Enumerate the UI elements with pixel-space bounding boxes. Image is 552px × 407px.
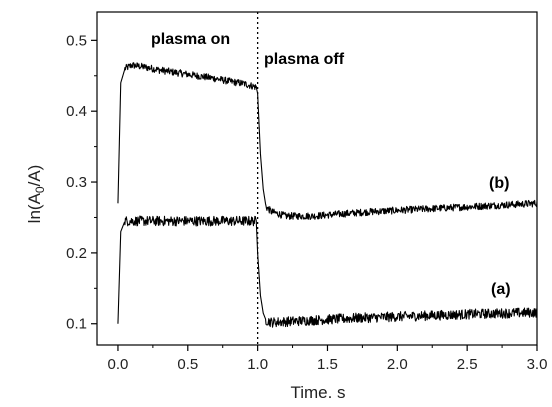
- y-tick-label: 0.5: [66, 32, 87, 49]
- x-tick-label: 3.0: [527, 356, 548, 373]
- annotation-plasma-off: plasma off: [264, 51, 345, 68]
- y-axis-title-post: /A): [25, 165, 44, 187]
- y-tick-label: 0.3: [66, 174, 87, 191]
- x-tick-label: 2.0: [387, 356, 408, 373]
- annotation-label-a: (a): [491, 281, 511, 298]
- y-tick-label: 0.4: [66, 103, 87, 120]
- annotation-plasma-on: plasma on: [151, 31, 230, 48]
- y-tick-label: 0.2: [66, 245, 87, 262]
- plot-frame: [96, 11, 538, 346]
- y-tick-label: 0.1: [66, 316, 87, 333]
- x-axis-title: Time. s: [290, 383, 345, 402]
- x-tick-label: 2.5: [457, 356, 478, 373]
- x-tick-label: 0.0: [108, 356, 129, 373]
- series-line-a: [117, 215, 538, 328]
- plot-area: 0.0 0.5 1.0 1.5 2.0 2.5 3.0 0.1 0.2 0.3 0.4 0.5: [66, 11, 548, 373]
- y-axis-title: ln(A0/A): [25, 165, 47, 224]
- y-axis-title-pre: ln(A: [25, 192, 44, 223]
- x-tick-label: 1.5: [317, 356, 338, 373]
- x-tick-label: 0.5: [177, 356, 198, 373]
- x-tick-label: 1.0: [247, 356, 268, 373]
- annotations: plasma on plasma off (b) (a): [151, 31, 511, 298]
- y-axis-title-sub: 0: [33, 186, 47, 193]
- series-line-b: [117, 62, 538, 221]
- annotation-label-b: (b): [489, 175, 509, 192]
